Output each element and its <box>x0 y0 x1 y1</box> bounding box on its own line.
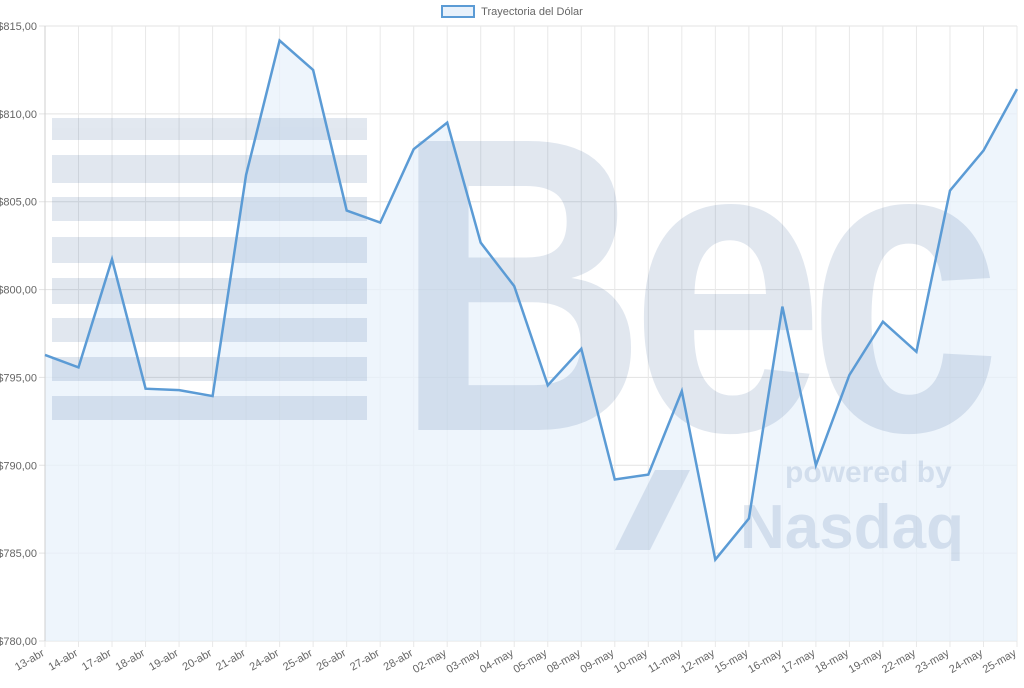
x-tick-label: 04-may <box>478 647 516 676</box>
x-tick-label: 26-abr <box>315 647 349 673</box>
x-tick-label: 08-may <box>545 647 583 676</box>
x-tick-label: 19-may <box>847 647 885 676</box>
y-tick-label: $785,00 <box>0 548 37 560</box>
x-tick-label: 09-may <box>579 647 617 676</box>
y-axis: $780,00 $785,00 $790,00 $795,00 $800,00 $805,… <box>0 21 46 648</box>
x-tick-label: 18-may <box>813 647 851 676</box>
x-tick-label: 24-may <box>947 647 985 676</box>
y-tick-label: $795,00 <box>0 372 37 384</box>
y-tick-label: $805,00 <box>0 197 37 209</box>
x-axis: 13-abr 14-abr 17-abr 18-abr 19-abr 20-abr 21-a… <box>13 647 1019 676</box>
x-tick-label: 05-may <box>511 647 549 676</box>
watermark-subtext: powered by <box>785 456 952 489</box>
watermark-text: Bec <box>395 51 993 520</box>
x-tick-label: 15-may <box>713 647 751 676</box>
x-tick-label: 18-abr <box>114 647 148 673</box>
x-tick-label: 23-may <box>914 647 952 676</box>
y-tick-label: $790,00 <box>0 460 37 472</box>
x-tick-label: 10-may <box>612 647 650 676</box>
x-tick-label: 17-may <box>780 647 818 676</box>
x-tick-label: 13-abr <box>13 647 47 673</box>
x-tick-label: 02-may <box>411 647 449 676</box>
x-tick-label: 19-abr <box>147 647 181 673</box>
x-tick-label: 24-abr <box>248 647 282 673</box>
x-tick-label: 17-abr <box>80 647 114 673</box>
legend-swatch-icon[interactable] <box>441 5 476 18</box>
x-tick-label: 28-abr <box>382 647 416 673</box>
y-tick-label: $800,00 <box>0 285 37 297</box>
x-tick-label: 27-abr <box>348 647 382 673</box>
x-tick-label: 11-may <box>646 647 683 676</box>
x-tick-label: 25-may <box>981 647 1019 676</box>
y-tick-label: $810,00 <box>0 109 37 121</box>
x-tick-label: 12-may <box>679 647 717 676</box>
y-tick-label: $815,00 <box>0 21 37 33</box>
x-tick-label: 21-abr <box>214 647 248 673</box>
x-tick-label: 03-may <box>444 647 482 676</box>
chart-legend: Trayectoria del Dólar <box>0 5 1024 18</box>
y-tick-label: $780,00 <box>0 636 37 648</box>
x-tick-label: 14-abr <box>46 647 80 673</box>
x-tick-label: 20-abr <box>181 647 215 673</box>
series-line[interactable] <box>44 38 1019 563</box>
watermark-logo: Bec powered by Nasdaq <box>52 51 1013 562</box>
nasdaq-logo-icon <box>615 470 690 550</box>
x-tick-label: 16-may <box>746 647 784 676</box>
chart-series <box>45 40 1017 642</box>
watermark-brand: Nasdaq <box>740 493 964 562</box>
series-line-layer <box>44 38 1019 563</box>
x-tick-label: 22-may <box>880 647 918 676</box>
series-area-fill <box>45 40 1017 642</box>
watermark-stripes-icon <box>52 118 367 420</box>
x-tick-label: 25-abr <box>281 647 315 673</box>
legend-label[interactable]: Trayectoria del Dólar <box>481 5 583 18</box>
